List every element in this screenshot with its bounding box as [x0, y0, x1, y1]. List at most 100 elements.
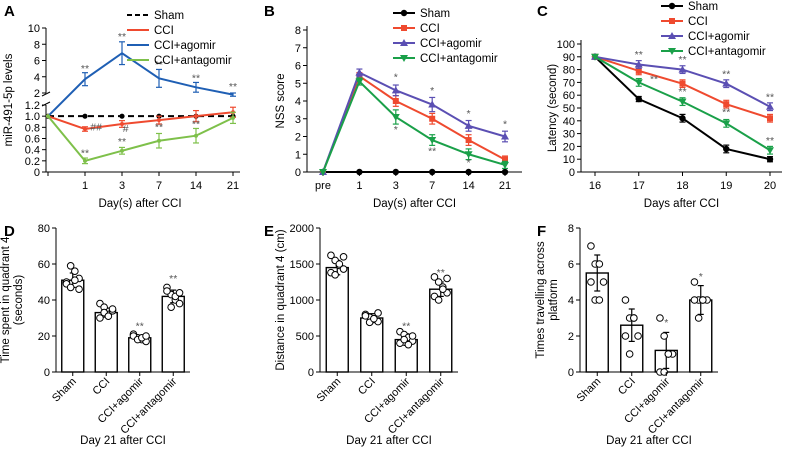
bar-group-cci-antagomir	[689, 278, 713, 373]
data-point	[464, 151, 473, 159]
legend-label-sham: Sham	[688, 1, 718, 13]
data-point	[465, 168, 472, 176]
x-axis-label: Day(s) after CCI	[373, 198, 456, 210]
y-tick-label: 0.6	[25, 134, 40, 146]
y-tick-label: 1.0	[25, 111, 40, 123]
legend-label-sham: Sham	[154, 10, 184, 22]
data-point	[501, 161, 509, 169]
y-tick-label: 2000	[290, 223, 314, 235]
y-tick-label: 4	[295, 96, 301, 108]
significance-mark: *	[664, 317, 668, 329]
data-point	[634, 332, 642, 340]
y-tick-label: 0.8	[25, 122, 40, 134]
legend-label-cci-agomir: CCI+agomir	[154, 40, 216, 52]
y-tick-label: 0.4	[25, 145, 40, 157]
data-point	[408, 332, 417, 340]
significance-mark: **	[722, 107, 730, 119]
legend-marker-cci	[669, 18, 675, 24]
panel-f-chart: F 0 2 4 6 8 Times travelling across platform Sha…	[535, 223, 718, 447]
legend-marker-sham	[400, 9, 408, 17]
data-point	[465, 137, 472, 144]
data-point	[175, 299, 184, 308]
significance-mark: **	[678, 86, 686, 98]
panel-a-chart: A 2 4 6 8 10 00.20.40.60.81.01.2 1 3 7 14 21 miR-491…	[3, 3, 240, 210]
y-tick-label: 0.2	[25, 156, 40, 168]
y-tick-label: 6	[34, 56, 40, 68]
data-point	[46, 114, 50, 119]
y-axis-label: NSS score	[275, 74, 287, 129]
series-sham	[319, 168, 509, 176]
panel-letter: C	[537, 3, 548, 20]
y-axis-label: Times travelling across	[535, 241, 547, 358]
y-axis-label: (seconds)	[13, 275, 25, 326]
y-axis-label: Time spent in quadrant 4	[0, 236, 12, 363]
data-point	[722, 79, 731, 87]
data-point	[96, 314, 104, 322]
significance-mark: *	[467, 157, 471, 169]
x-tick-label: CCI	[90, 376, 112, 398]
series-cci	[320, 71, 508, 175]
significance-mark: **	[678, 54, 686, 66]
data-point	[439, 285, 447, 294]
data-point	[142, 332, 150, 340]
x-tick-label: 16	[589, 180, 601, 192]
x-tick-label: 14	[462, 180, 474, 192]
y-tick-label: 1.2	[25, 100, 40, 112]
data-point	[678, 65, 687, 73]
y-tick-label: 2	[568, 331, 574, 343]
series-cci-antagomir	[319, 77, 509, 176]
bar	[360, 317, 384, 373]
x-tick-label: 7	[156, 180, 162, 192]
data-point	[679, 115, 686, 122]
x-tick-label: 17	[633, 180, 645, 192]
data-point	[766, 102, 774, 110]
significance-mark: #	[123, 123, 129, 135]
y-tick-label: 0	[295, 167, 301, 179]
significance-mark: **	[155, 122, 163, 134]
y-tick-label: 4	[568, 295, 574, 307]
legend: Sham CCI CCI+agomir CCI+antagomir	[393, 8, 498, 65]
y-tick-label: 30	[563, 129, 575, 141]
series-line-cci-antagomir	[322, 79, 506, 173]
x-axis-label: Day 21 after CCI	[606, 435, 692, 447]
data-point	[194, 114, 198, 119]
data-point	[625, 350, 634, 358]
data-point	[723, 101, 730, 108]
y-tick-label: 20	[38, 331, 50, 343]
axis-break-mark	[41, 91, 51, 97]
data-point	[331, 271, 339, 279]
y-tick-label: 0	[44, 367, 50, 379]
data-point	[391, 113, 400, 121]
data-point	[71, 267, 79, 276]
legend-label-cci-agomir: CCI+agomir	[688, 31, 750, 43]
significance-mark: **	[766, 135, 774, 147]
series-line-cci	[47, 111, 234, 131]
y-tick-label: 1500	[290, 259, 314, 271]
data-point	[690, 278, 699, 286]
x-tick-label: 3	[393, 180, 399, 192]
significance-mark: **	[136, 321, 144, 333]
bar-group-cci-antagomir	[429, 273, 453, 373]
x-tick-label: Sham	[575, 376, 604, 405]
data-point	[194, 133, 198, 138]
data-point	[430, 273, 439, 281]
data-point	[722, 120, 731, 128]
x-axis-label: Day(s) after CCI	[98, 198, 181, 210]
x-axis-label: Days after CCI	[644, 198, 719, 210]
significance-mark: **	[81, 147, 89, 159]
y-tick-label: 3	[295, 114, 301, 126]
data-point	[231, 115, 235, 120]
data-point	[723, 145, 730, 153]
y-axis-label: Latency (second)	[547, 64, 559, 152]
y-tick-label: 0	[568, 367, 574, 379]
x-tick-label: 3	[119, 180, 125, 192]
significance-mark: **	[169, 273, 177, 285]
data-point	[120, 121, 124, 126]
panel-letter: E	[264, 223, 274, 240]
y-tick-label: 1	[295, 149, 301, 161]
series-cci-antagomir	[46, 111, 236, 165]
significance-mark: *	[430, 85, 434, 97]
data-point	[339, 252, 348, 261]
